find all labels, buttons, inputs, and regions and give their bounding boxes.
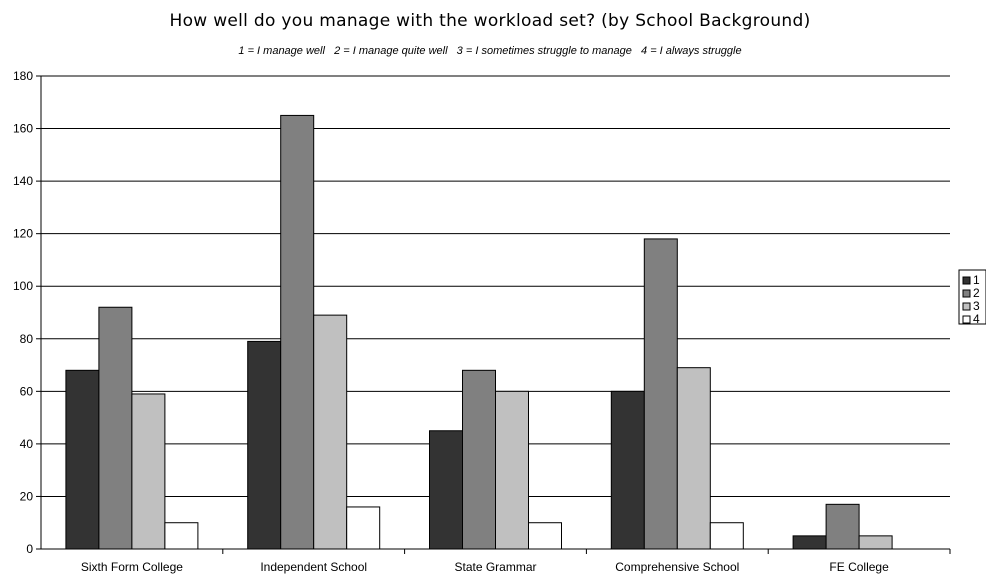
y-tick-label: 60 [20,384,34,398]
y-axis-ticks: 0 20 40 60 80 100 120 140 160 180 [13,69,41,556]
bar-1-3 [610,390,645,550]
legend-swatch-3 [962,302,971,311]
y-tick-label: 100 [13,279,33,293]
bar-2-4 [825,503,860,550]
gridlines [41,75,950,497]
legend-swatch-1 [962,276,971,285]
bar-4-3 [709,522,744,550]
bar-3-3 [676,367,711,550]
bar-2-3 [643,238,678,550]
bar-3-4 [858,535,893,550]
legend-label-1: 1 [973,273,980,287]
legend-swatch-2 [962,289,971,298]
bar-2-2 [462,369,496,550]
chart-title: How well do you manage with the workload… [170,11,811,31]
legend-swatch-4 [962,315,971,324]
bars [65,114,893,550]
x-axis-categories: Sixth Form College Independent School Stat… [81,560,889,574]
bar-1-4 [792,535,827,550]
y-tick-label: 20 [20,489,34,503]
y-tick-label: 160 [13,122,33,136]
bar-4-0 [164,522,199,550]
bar-1-0 [65,369,100,550]
bar-3-0 [131,393,166,550]
bar-4-2 [528,522,562,550]
x-category-label: Independent School [260,560,367,574]
legend-label-4: 4 [973,312,980,326]
y-tick-label: 140 [13,174,33,188]
x-category-label: State Grammar [454,560,536,574]
bar-4-1 [346,506,381,550]
y-tick-label: 120 [13,227,33,241]
bar-2-0 [98,306,133,550]
y-tick-label: 180 [13,69,33,83]
legend-label-2: 2 [973,286,980,300]
x-category-label: Comprehensive School [615,560,739,574]
bar-1-2 [429,430,463,550]
y-tick-label: 80 [20,332,34,346]
bar-2-1 [280,114,315,550]
y-tick-label: 0 [26,542,33,556]
bar-3-2 [495,390,529,550]
bar-1-1 [247,340,282,550]
x-category-label: FE College [829,560,889,574]
x-category-label: Sixth Form College [81,560,183,574]
axes [40,76,951,554]
y-tick-label: 40 [20,437,34,451]
legend-label-3: 3 [973,299,980,313]
chart-subtitle: 1 = I manage well 2 = I manage quite wel… [238,45,741,57]
bar-3-1 [313,314,348,550]
